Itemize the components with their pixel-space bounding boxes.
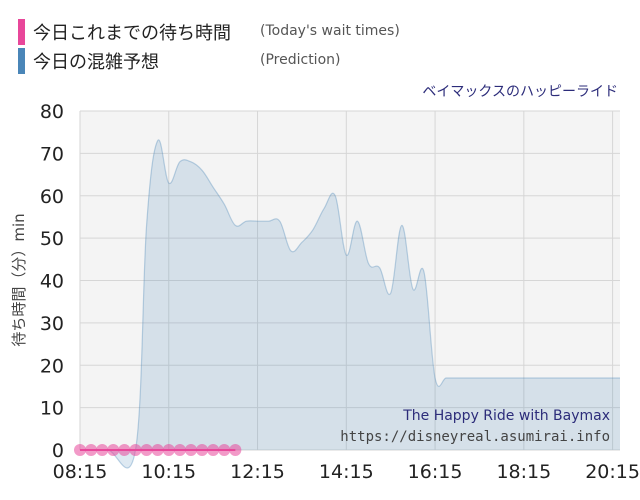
prediction-area xyxy=(80,139,620,468)
y-tick-label: 70 xyxy=(40,143,64,165)
x-tick-label: 14:15 xyxy=(319,461,374,483)
legend-actual-sub: (Today's wait times) xyxy=(260,23,400,39)
x-tick-label: 18:15 xyxy=(496,461,551,483)
x-ticks: 08:15 10:15 12:15 14:15 16:15 18:15 20:15 xyxy=(53,461,640,483)
actual-point xyxy=(173,444,186,456)
x-tick-label: 10:15 xyxy=(141,461,196,483)
actual-point xyxy=(129,444,142,456)
actual-point xyxy=(151,444,164,456)
y-axis-label: 待ち時間（分）min xyxy=(10,213,28,346)
watermark-url: https://disneyreal.asumirai.info xyxy=(340,429,610,445)
y-tick-label: 30 xyxy=(40,313,64,335)
y-tick-label: 10 xyxy=(40,398,64,420)
actual-point xyxy=(218,444,231,456)
x-tick-label: 20:15 xyxy=(585,461,640,483)
legend-prediction: 今日の混雑予想 xyxy=(18,47,159,75)
y-tick-label: 60 xyxy=(40,186,64,208)
actual-point xyxy=(74,444,86,456)
actual-point xyxy=(229,444,242,456)
y-tick-label: 20 xyxy=(40,355,64,377)
actual-point xyxy=(196,444,209,456)
watermark-title: The Happy Ride with Baymax xyxy=(402,408,610,424)
actual-point xyxy=(184,444,197,456)
prediction-line xyxy=(79,139,620,469)
legend-actual: 今日これまでの待ち時間 xyxy=(18,18,231,46)
x-tick-label: 12:15 xyxy=(230,461,285,483)
legend-prediction-label: 今日の混雑予想 xyxy=(33,52,159,73)
y-tick-label: 0 xyxy=(52,440,64,462)
actual-point xyxy=(85,444,98,456)
attraction-name: ベイマックスのハッピーライド xyxy=(422,84,618,100)
actual-point xyxy=(96,444,109,456)
actual-points xyxy=(74,444,242,456)
legend-actual-label: 今日これまでの待ち時間 xyxy=(33,23,231,44)
legend-actual-swatch xyxy=(18,19,25,45)
x-tick-label: 08:15 xyxy=(53,461,108,483)
actual-point xyxy=(162,444,175,456)
actual-point xyxy=(140,444,153,456)
actual-point xyxy=(207,444,220,456)
actual-point xyxy=(107,444,120,456)
y-tick-label: 50 xyxy=(40,228,64,250)
actual-point xyxy=(118,444,131,456)
grid xyxy=(79,110,620,451)
x-tick-label: 16:15 xyxy=(408,461,463,483)
y-ticks: 0 10 20 30 40 50 60 70 80 xyxy=(40,101,64,462)
y-tick-label: 40 xyxy=(40,271,64,293)
y-tick-label: 80 xyxy=(40,101,64,123)
legend-prediction-sub: (Prediction) xyxy=(260,52,341,68)
legend-prediction-swatch xyxy=(18,48,25,74)
